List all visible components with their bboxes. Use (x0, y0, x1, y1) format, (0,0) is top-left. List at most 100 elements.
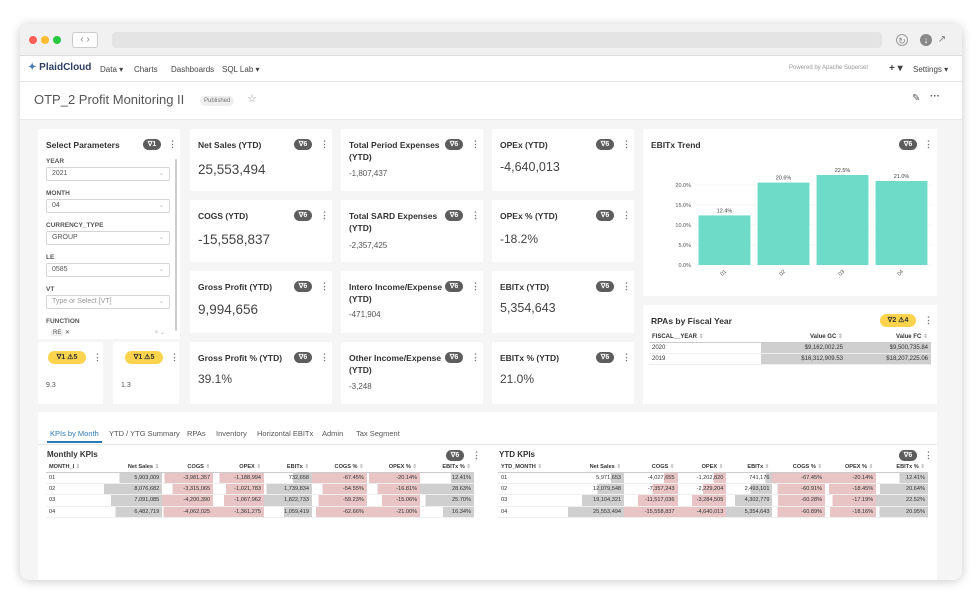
download-icon[interactable]: ↓ (920, 34, 932, 46)
plus-menu[interactable]: + ▾ (889, 63, 903, 74)
nav-charts[interactable]: Charts (134, 65, 158, 74)
kebab-menu-icon[interactable]: ⋮ (622, 352, 631, 362)
filter-badge[interactable]: ∇6 (294, 281, 312, 292)
filter-badge[interactable]: ∇6 (899, 450, 917, 461)
sort-icon[interactable]: ⇕ (357, 463, 364, 470)
kebab-menu-icon[interactable]: ⋮ (168, 139, 177, 149)
filter-badge[interactable]: ∇6 (294, 139, 312, 150)
kebab-menu-icon[interactable]: ⋮ (471, 281, 480, 291)
favorite-star-icon[interactable]: ☆ (247, 93, 257, 105)
column-header[interactable]: Net Sales ⇕ (104, 462, 163, 473)
filter-badge[interactable]: ∇1 (143, 139, 161, 150)
expand-icon[interactable]: ↗ (937, 34, 947, 45)
sort-icon[interactable]: ⇕ (763, 463, 770, 470)
sort-icon[interactable]: ⇕ (717, 463, 724, 470)
column-header[interactable]: EBITx ⇕ (264, 462, 313, 473)
filter-badge[interactable]: ∇6 (294, 210, 312, 221)
column-header[interactable]: COGS ⇕ (624, 462, 678, 473)
sort-icon[interactable]: ⇕ (302, 463, 310, 470)
tab-inventory[interactable]: Inventory (216, 429, 247, 438)
kebab-menu-icon[interactable]: ⋮ (924, 139, 933, 149)
alert-badge[interactable]: ∇1 ⚠5 (48, 351, 86, 364)
sort-icon[interactable]: ⇕ (254, 463, 262, 470)
kebab-menu-icon[interactable]: ⋮ (622, 210, 631, 220)
filter-badge[interactable]: ∇6 (445, 352, 463, 363)
filter-badge[interactable]: ∇6 (294, 352, 312, 363)
kebab-menu-icon[interactable]: ⋮ (320, 139, 329, 149)
tab-admin[interactable]: Admin (322, 429, 344, 438)
kebab-menu-icon[interactable]: ⋮ (170, 352, 179, 362)
sort-icon[interactable]: ⇕ (668, 463, 675, 470)
scrollbar[interactable] (175, 159, 177, 331)
sort-icon[interactable]: ⇕ (535, 463, 543, 470)
nav-sql-lab[interactable]: SQL Lab ▾ (222, 65, 260, 74)
column-header[interactable]: Value GC ⇕ (761, 332, 846, 343)
column-header[interactable]: COGS % ⇕ (312, 462, 367, 473)
settings-menu[interactable]: Settings ▾ (913, 65, 949, 74)
month-select[interactable]: 04 ⌄ (46, 199, 170, 213)
column-header[interactable]: OPEX % ⇕ (825, 462, 877, 473)
kebab-menu-icon[interactable]: ⋮ (924, 315, 933, 325)
tab-tax-segment[interactable]: Tax Segment (356, 429, 400, 438)
year-select[interactable]: 2021 ⌄ (46, 167, 170, 181)
brand-logo[interactable]: ✦ PlaidCloud (28, 62, 92, 73)
alert-badge[interactable]: ∇1 ⚠5 (125, 351, 163, 364)
currency-type-select[interactable]: GROUP ⌄ (46, 231, 170, 245)
tab-kpis-by-month[interactable]: KPIs by Month (50, 429, 99, 438)
kebab-menu-icon[interactable]: ⋮ (622, 281, 631, 291)
sort-icon[interactable]: ⇕ (918, 463, 925, 470)
sort-icon[interactable]: ⇕ (203, 463, 211, 470)
column-header[interactable]: Net Sales ⇕ (568, 462, 625, 473)
kebab-menu-icon[interactable]: ⋮ (472, 450, 481, 460)
alert-badge[interactable]: ∇2 ⚠4 (880, 314, 916, 327)
maximize-window-button[interactable] (53, 36, 61, 44)
filter-badge[interactable]: ∇6 (899, 139, 917, 150)
kebab-menu-icon[interactable]: ⋮ (471, 352, 480, 362)
tab-horizontal-ebitx[interactable]: Horizontal EBITx (257, 429, 314, 438)
more-options-icon[interactable]: ··· (930, 91, 940, 102)
kebab-menu-icon[interactable]: ⋮ (320, 210, 329, 220)
column-header[interactable]: EBITx % ⇕ (876, 462, 928, 473)
kebab-menu-icon[interactable]: ⋮ (924, 450, 933, 460)
column-header[interactable]: COGS ⇕ (162, 462, 214, 473)
kebab-menu-icon[interactable]: ⋮ (93, 352, 102, 362)
close-window-button[interactable] (29, 36, 37, 44)
tab-rpas[interactable]: RPAs (187, 429, 206, 438)
nav-data[interactable]: Data ▾ (100, 65, 124, 74)
sort-icon[interactable]: ⇕ (867, 463, 874, 470)
kebab-menu-icon[interactable]: ⋮ (471, 139, 480, 149)
column-header[interactable]: MONTH_I ⇕ (46, 462, 105, 473)
kebab-menu-icon[interactable]: ⋮ (320, 281, 329, 291)
sort-icon[interactable]: ⇕ (614, 463, 622, 470)
filter-badge[interactable]: ∇6 (445, 210, 463, 221)
back-forward-buttons[interactable]: ‹ › (72, 32, 98, 48)
sort-icon[interactable]: ⇕ (815, 463, 823, 470)
reload-icon[interactable]: ↻ (896, 34, 908, 46)
column-header[interactable]: YTD_MONTH ⇕ (498, 462, 569, 473)
kebab-menu-icon[interactable]: ⋮ (320, 352, 329, 362)
filter-badge[interactable]: ∇6 (596, 139, 614, 150)
column-header[interactable]: EBITx ⇕ (726, 462, 773, 473)
sort-icon[interactable]: ⇕ (153, 463, 160, 470)
filter-badge[interactable]: ∇6 (445, 281, 463, 292)
kebab-menu-icon[interactable]: ⋮ (471, 210, 480, 220)
minimize-window-button[interactable] (41, 36, 49, 44)
address-bar[interactable] (112, 32, 882, 48)
sort-icon[interactable]: ⇕ (74, 463, 81, 470)
column-header[interactable]: OPEX % ⇕ (366, 462, 421, 473)
nav-dashboards[interactable]: Dashboards (171, 65, 215, 74)
filter-badge[interactable]: ∇6 (596, 281, 614, 292)
filter-badge[interactable]: ∇6 (445, 139, 463, 150)
column-header[interactable]: FISCAL__YEAR ⇕ (649, 332, 761, 343)
column-header[interactable]: COGS % ⇕ (772, 462, 826, 473)
tab-ytd-ytg-summary[interactable]: YTD / YTG Summary (109, 429, 180, 438)
column-header[interactable]: EBITx % ⇕ (420, 462, 474, 473)
column-header[interactable]: OPEX ⇕ (677, 462, 727, 473)
filter-badge[interactable]: ∇6 (596, 352, 614, 363)
sort-icon[interactable]: ⇕ (410, 463, 418, 470)
filter-badge[interactable]: ∇6 (446, 450, 464, 461)
sort-icon[interactable]: ⇕ (464, 463, 471, 470)
function-select[interactable]: RE ✕ × ⌄ (46, 327, 170, 339)
kebab-menu-icon[interactable]: ⋮ (622, 139, 631, 149)
edit-pencil-icon[interactable]: ✎ (912, 93, 921, 104)
